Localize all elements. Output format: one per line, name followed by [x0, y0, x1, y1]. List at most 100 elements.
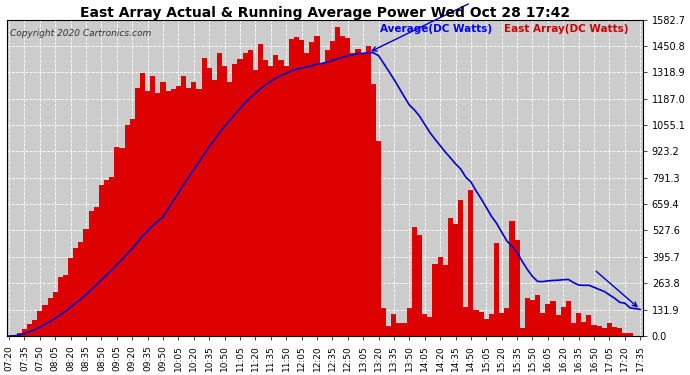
Bar	[612, 327, 617, 336]
Bar	[340, 36, 345, 336]
Bar	[376, 141, 381, 336]
Bar	[83, 229, 88, 336]
Bar	[273, 55, 279, 336]
Bar	[627, 333, 633, 336]
Bar	[294, 37, 299, 336]
Bar	[561, 308, 566, 336]
Bar	[325, 50, 330, 336]
Bar	[233, 64, 237, 336]
Bar	[315, 36, 319, 336]
Bar	[63, 275, 68, 336]
Bar	[494, 243, 499, 336]
Bar	[217, 53, 222, 336]
Bar	[586, 315, 591, 336]
Bar	[58, 277, 63, 336]
Bar	[597, 326, 602, 336]
Bar	[88, 211, 94, 336]
Bar	[351, 53, 355, 336]
Text: Average(DC Watts): Average(DC Watts)	[380, 24, 492, 34]
Bar	[243, 53, 248, 336]
Bar	[109, 177, 115, 336]
Bar	[391, 314, 397, 336]
Bar	[386, 326, 391, 336]
Bar	[222, 66, 227, 336]
Bar	[27, 324, 32, 336]
Bar	[381, 308, 386, 336]
Bar	[284, 66, 288, 336]
Bar	[366, 46, 371, 336]
Bar	[509, 220, 515, 336]
Bar	[520, 328, 525, 336]
Bar	[115, 147, 119, 336]
Bar	[237, 59, 243, 336]
Bar	[473, 310, 479, 336]
Bar	[330, 41, 335, 336]
Bar	[591, 326, 597, 336]
Bar	[32, 320, 37, 336]
Bar	[42, 305, 48, 336]
Bar	[622, 333, 627, 336]
Bar	[166, 92, 170, 336]
Bar	[427, 317, 433, 336]
Bar	[463, 307, 469, 336]
Bar	[17, 333, 22, 336]
Bar	[130, 118, 135, 336]
Bar	[119, 148, 124, 336]
Bar	[397, 323, 402, 336]
Bar	[407, 308, 412, 336]
Bar	[140, 72, 145, 336]
Bar	[412, 227, 417, 336]
Bar	[68, 258, 73, 336]
Bar	[37, 311, 42, 336]
Bar	[201, 58, 206, 336]
Bar	[258, 44, 263, 336]
Bar	[248, 50, 253, 336]
Bar	[417, 235, 422, 336]
Bar	[499, 313, 504, 336]
Bar	[437, 257, 443, 336]
Bar	[479, 312, 484, 336]
Bar	[288, 39, 294, 336]
Bar	[206, 68, 212, 336]
Bar	[489, 314, 494, 336]
Bar	[52, 292, 58, 336]
Bar	[304, 53, 309, 336]
Bar	[530, 300, 535, 336]
Bar	[309, 42, 315, 336]
Bar	[422, 314, 427, 336]
Bar	[566, 301, 571, 336]
Bar	[535, 295, 540, 336]
Bar	[104, 180, 109, 336]
Bar	[515, 240, 520, 336]
Bar	[551, 302, 555, 336]
Text: East Array(DC Watts): East Array(DC Watts)	[504, 24, 628, 34]
Bar	[525, 298, 530, 336]
Title: East Array Actual & Running Average Power Wed Oct 28 17:42: East Array Actual & Running Average Powe…	[79, 6, 570, 20]
Bar	[581, 322, 586, 336]
Bar	[176, 86, 181, 336]
Bar	[555, 315, 561, 336]
Bar	[602, 328, 607, 336]
Bar	[504, 308, 509, 336]
Bar	[150, 76, 155, 336]
Bar	[197, 89, 201, 336]
Bar	[279, 60, 284, 336]
Bar	[212, 80, 217, 336]
Bar	[48, 298, 52, 336]
Bar	[191, 82, 197, 336]
Bar	[443, 265, 448, 336]
Bar	[73, 248, 79, 336]
Bar	[268, 66, 273, 336]
Bar	[99, 185, 104, 336]
Bar	[545, 304, 551, 336]
Bar	[469, 190, 473, 336]
Bar	[181, 76, 186, 336]
Bar	[571, 323, 576, 336]
Bar	[361, 53, 366, 336]
Bar	[135, 88, 140, 336]
Bar	[458, 200, 463, 336]
Bar	[355, 49, 361, 336]
Bar	[22, 329, 27, 336]
Bar	[227, 82, 233, 336]
Bar	[433, 264, 437, 336]
